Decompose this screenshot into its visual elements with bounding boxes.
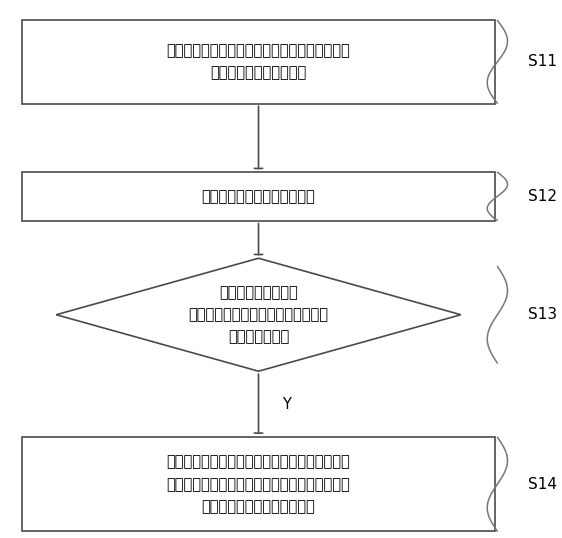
- Text: S13: S13: [528, 307, 558, 322]
- Text: 轮询各文章中的各行文本数据: 轮询各文章中的各行文本数据: [202, 189, 315, 204]
- FancyBboxPatch shape: [22, 172, 495, 221]
- FancyBboxPatch shape: [22, 437, 495, 532]
- Text: S14: S14: [528, 477, 558, 492]
- Text: Y: Y: [282, 397, 291, 412]
- Text: 获取文本数据，文本数据包括若干篇文章，每篇
文章包括若干行文本数据: 获取文本数据，文本数据包括若干篇文章，每篇 文章包括若干行文本数据: [167, 43, 350, 81]
- Text: 对目标行文本数据中满足预设清洗条件的文本数
据执行清洗操作，清洗操作包括删除操作、替换
操作和合并操作中的任意一种: 对目标行文本数据中满足预设清洗条件的文本数 据执行清洗操作，清洗操作包括删除操作…: [167, 455, 350, 514]
- Polygon shape: [56, 258, 461, 371]
- Text: 确定当前轮询的目标
行文本数据中是否存在满足预设清洗
条件的文本数据: 确定当前轮询的目标 行文本数据中是否存在满足预设清洗 条件的文本数据: [188, 285, 329, 344]
- FancyBboxPatch shape: [22, 20, 495, 103]
- Text: S11: S11: [528, 54, 558, 69]
- Text: S12: S12: [528, 189, 558, 204]
